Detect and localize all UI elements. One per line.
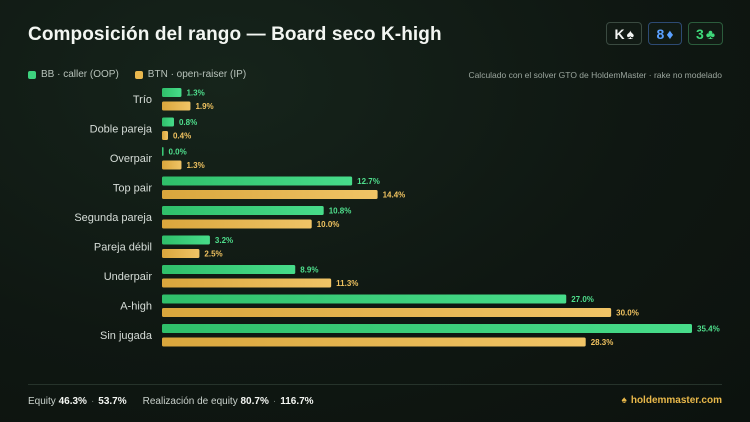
- bar-btn: [162, 308, 612, 317]
- category-label: Underpair: [104, 271, 153, 283]
- legend-swatch-bb: [28, 70, 36, 79]
- value-label-btn: 1.9%: [195, 102, 213, 111]
- separator: ·: [272, 396, 277, 407]
- bar-bb: [162, 206, 324, 215]
- realization-btn-value: 116.7%: [280, 396, 314, 407]
- value-label-btn: 14.4%: [383, 191, 406, 200]
- value-label-bb: 1.3%: [186, 89, 204, 98]
- bar-bb: [162, 265, 296, 274]
- chart-legend: BB · caller (OOP) BTN · open-raiser (IP): [28, 69, 262, 80]
- board-cards: K ♠ 8 ♦ 3 ♣: [606, 22, 723, 45]
- card-rank: 3: [696, 25, 704, 42]
- board-card-3: 3 ♣: [688, 22, 723, 45]
- value-label-btn: 11.3%: [336, 279, 358, 288]
- separator: ·: [90, 396, 95, 407]
- brand-name: holdemmaster.com: [630, 395, 722, 406]
- value-label-bb: 8.9%: [300, 266, 318, 275]
- category-label: Doble pareja: [90, 123, 153, 135]
- bar-btn: [162, 337, 586, 347]
- realization-bb-value: 80.7%: [240, 396, 269, 407]
- footer-divider: [28, 384, 722, 385]
- value-label-btn: 28.3%: [591, 338, 614, 347]
- bar-bb: [162, 235, 210, 245]
- legend-label-btn: BTN · open-raiser (IP): [147, 69, 247, 80]
- bar-bb: [162, 147, 164, 156]
- legend-item-bb: BB · caller (OOP): [28, 69, 119, 80]
- board-card-2: 8 ♦: [648, 22, 683, 45]
- page-title: Composición del rango — Board seco K-hig…: [28, 24, 442, 45]
- bar-bb: [162, 88, 182, 97]
- brand-link[interactable]: ♠ holdemmaster.com: [622, 395, 722, 406]
- legend-label-bb: BB · caller (OOP): [41, 69, 119, 80]
- value-label-btn: 2.5%: [204, 250, 222, 259]
- spade-icon: ♠: [621, 395, 627, 406]
- bar-btn: [162, 249, 200, 258]
- equity-btn-value: 53.7%: [98, 396, 127, 407]
- card-rank: K: [614, 25, 625, 42]
- value-label-btn: 0.4%: [173, 132, 191, 141]
- equity-label: Equity: [28, 396, 56, 407]
- category-label: Segunda pareja: [74, 212, 153, 224]
- category-label: Trío: [133, 94, 152, 106]
- value-label-bb: 35.4%: [697, 325, 720, 334]
- legend-item-btn: BTN · open-raiser (IP): [134, 69, 247, 80]
- equity-bb-value: 46.3%: [58, 396, 87, 407]
- value-label-bb: 27.0%: [571, 295, 594, 304]
- value-label-bb: 0.0%: [169, 148, 187, 157]
- category-label: Top pair: [113, 182, 152, 194]
- bar-bb: [162, 176, 353, 186]
- value-label-bb: 0.8%: [179, 118, 197, 127]
- spade-icon: ♠: [626, 25, 635, 42]
- bar-btn: [162, 101, 191, 111]
- category-label: Sin jugada: [100, 330, 153, 342]
- category-label: Pareja débil: [94, 241, 152, 253]
- value-label-bb: 10.8%: [329, 207, 352, 216]
- value-label-bb: 12.7%: [357, 177, 380, 186]
- club-icon: ♣: [705, 25, 715, 42]
- equity-summary: Equity 46.3% · 53.7% Realización de equi…: [28, 396, 314, 407]
- bar-bb: [162, 294, 567, 304]
- realization-label: Realización de equity: [142, 396, 238, 407]
- value-label-bb: 3.2%: [215, 236, 233, 245]
- bar-btn: [162, 131, 168, 140]
- bar-bb: [162, 117, 174, 127]
- value-label-btn: 30.0%: [616, 309, 639, 318]
- diamond-icon: ♦: [666, 25, 674, 42]
- bar-btn: [162, 190, 378, 199]
- bar-btn: [162, 278, 332, 288]
- value-label-btn: 10.0%: [317, 220, 340, 229]
- category-label: Overpair: [110, 153, 153, 165]
- category-label: A-high: [120, 300, 152, 312]
- bar-btn: [162, 160, 182, 170]
- card-rank: 8: [656, 25, 665, 42]
- bar-btn: [162, 219, 312, 229]
- board-card-1: K ♠: [606, 22, 643, 45]
- legend-swatch-btn: [134, 70, 143, 79]
- solver-note: Calculado con el solver GTO de HoldemMas…: [468, 70, 722, 80]
- value-label-btn: 1.3%: [186, 161, 204, 170]
- bar-bb: [162, 324, 692, 333]
